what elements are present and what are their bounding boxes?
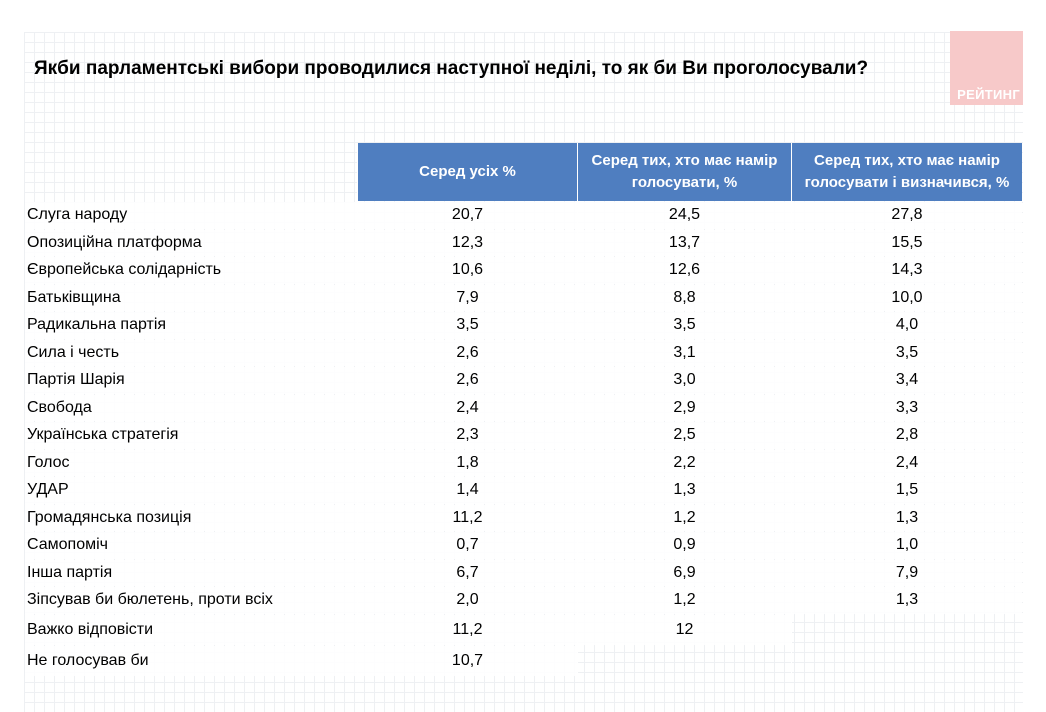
value-decided: 7,9: [791, 559, 1022, 586]
value-decided: 3,3: [791, 394, 1022, 421]
value-intend: 3,1: [577, 339, 791, 366]
value-all: 7,9: [357, 284, 577, 311]
logo-text: РЕЙТИНГ: [957, 87, 1020, 102]
value-decided: 10,0: [791, 284, 1022, 311]
value-all: 6,7: [357, 559, 577, 586]
party-name: Не голосував би: [25, 645, 357, 676]
rating-logo: РЕЙТИНГ: [950, 31, 1023, 105]
table-row: Не голосував би 10,7: [25, 645, 1022, 676]
table-row: Опозиційна платформа 12,3 13,7 15,5: [25, 229, 1022, 256]
value-all: 11,2: [357, 504, 577, 531]
value-all: 2,4: [357, 394, 577, 421]
value-decided: 27,8: [791, 202, 1022, 229]
value-decided: [791, 645, 1022, 676]
value-decided: 1,5: [791, 477, 1022, 504]
value-all: 11,2: [357, 614, 577, 645]
value-all: 10,7: [357, 645, 577, 676]
value-decided: 14,3: [791, 257, 1022, 284]
table-row: Зіпсував би бюлетень, проти всіх 2,0 1,2…: [25, 587, 1022, 614]
value-all: 20,7: [357, 202, 577, 229]
party-name: Сила і честь: [25, 339, 357, 366]
party-name: Самопоміч: [25, 532, 357, 559]
table-row: Голос 1,8 2,2 2,4: [25, 449, 1022, 476]
party-name: Європейська солідарність: [25, 257, 357, 284]
value-intend: 2,5: [577, 422, 791, 449]
table-row: Радикальна партія 3,5 3,5 4,0: [25, 312, 1022, 339]
value-all: 2,0: [357, 587, 577, 614]
value-decided: 15,5: [791, 229, 1022, 256]
value-intend: 13,7: [577, 229, 791, 256]
value-all: 2,3: [357, 422, 577, 449]
party-name: Радикальна партія: [25, 312, 357, 339]
value-decided: [791, 614, 1022, 645]
value-decided: 2,4: [791, 449, 1022, 476]
table-row: Слуга народу 20,7 24,5 27,8: [25, 202, 1022, 229]
value-all: 10,6: [357, 257, 577, 284]
party-name: Свобода: [25, 394, 357, 421]
value-decided: 3,4: [791, 367, 1022, 394]
value-all: 1,4: [357, 477, 577, 504]
party-name: Партія Шарія: [25, 367, 357, 394]
value-all: 2,6: [357, 339, 577, 366]
value-intend: 8,8: [577, 284, 791, 311]
table-row: Інша партія 6,7 6,9 7,9: [25, 559, 1022, 586]
table-row: Сила і честь 2,6 3,1 3,5: [25, 339, 1022, 366]
value-intend: 3,5: [577, 312, 791, 339]
value-intend: 3,0: [577, 367, 791, 394]
table-row: Партія Шарія 2,6 3,0 3,4: [25, 367, 1022, 394]
value-intend: 2,9: [577, 394, 791, 421]
table-row: Батьківщина 7,9 8,8 10,0: [25, 284, 1022, 311]
header-party-blank: [25, 143, 357, 201]
party-name: Опозиційна платформа: [25, 229, 357, 256]
value-decided: 1,3: [791, 587, 1022, 614]
value-intend: 1,2: [577, 587, 791, 614]
party-name: Українська стратегія: [25, 422, 357, 449]
table-row: Самопоміч 0,7 0,9 1,0: [25, 532, 1022, 559]
value-all: 12,3: [357, 229, 577, 256]
party-name: Зіпсував би бюлетень, проти всіх: [25, 587, 357, 614]
party-name: Громадянська позиція: [25, 504, 357, 531]
table-row: Українська стратегія 2,3 2,5 2,8: [25, 422, 1022, 449]
header-intend: Серед тих, хто має намір голосувати, %: [577, 143, 791, 201]
table-row: Громадянська позиція 11,2 1,2 1,3: [25, 504, 1022, 531]
value-intend: [577, 645, 791, 676]
value-decided: 1,3: [791, 504, 1022, 531]
value-intend: 0,9: [577, 532, 791, 559]
value-intend: 12: [577, 614, 791, 645]
value-all: 3,5: [357, 312, 577, 339]
value-decided: 1,0: [791, 532, 1022, 559]
party-name: Слуга народу: [25, 202, 357, 229]
value-all: 1,8: [357, 449, 577, 476]
value-all: 0,7: [357, 532, 577, 559]
value-decided: 3,5: [791, 339, 1022, 366]
table-row: Свобода 2,4 2,9 3,3: [25, 394, 1022, 421]
header-decided: Серед тих, хто має намір голосувати і ви…: [791, 143, 1022, 201]
value-intend: 24,5: [577, 202, 791, 229]
value-intend: 1,3: [577, 477, 791, 504]
value-intend: 6,9: [577, 559, 791, 586]
table-row: Європейська солідарність 10,6 12,6 14,3: [25, 257, 1022, 284]
value-intend: 12,6: [577, 257, 791, 284]
results-table: Серед усіх % Серед тих, хто має намір го…: [25, 142, 1022, 677]
party-name: Голос: [25, 449, 357, 476]
value-decided: 2,8: [791, 422, 1022, 449]
table-row: УДАР 1,4 1,3 1,5: [25, 477, 1022, 504]
value-intend: 2,2: [577, 449, 791, 476]
party-name: Інша партія: [25, 559, 357, 586]
value-intend: 1,2: [577, 504, 791, 531]
table-row: Важко відповісти 11,2 12: [25, 614, 1022, 645]
party-name: Батьківщина: [25, 284, 357, 311]
header-all: Серед усіх %: [357, 143, 577, 201]
table-header-row: Серед усіх % Серед тих, хто має намір го…: [25, 143, 1022, 201]
value-decided: 4,0: [791, 312, 1022, 339]
page-title: Якби парламентські вибори проводилися на…: [34, 58, 869, 79]
party-name: УДАР: [25, 477, 357, 504]
party-name: Важко відповісти: [25, 614, 357, 645]
table-body: Слуга народу 20,7 24,5 27,8 Опозиційна п…: [25, 202, 1022, 676]
value-all: 2,6: [357, 367, 577, 394]
